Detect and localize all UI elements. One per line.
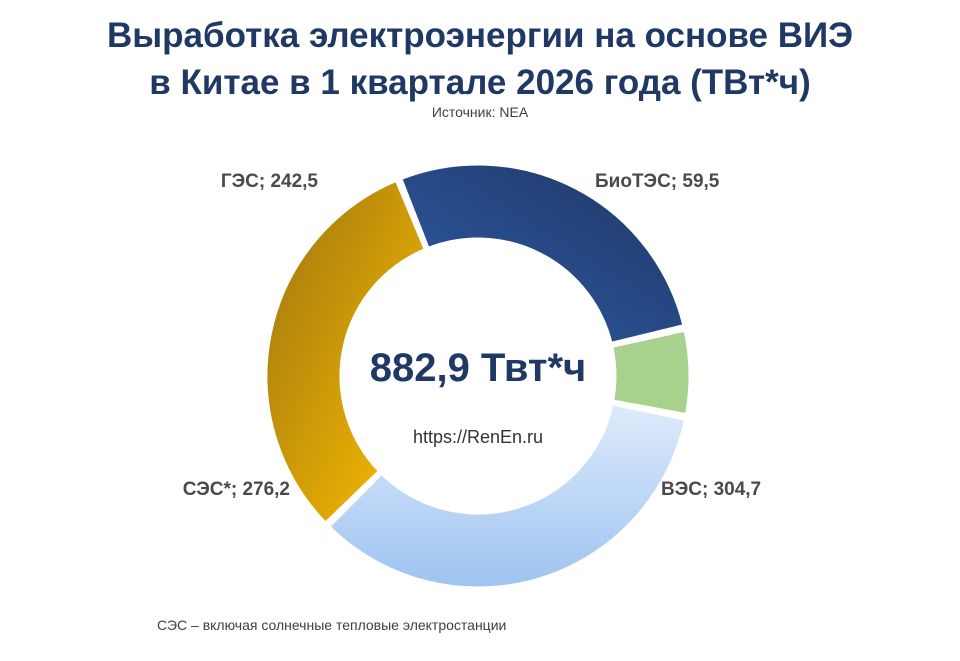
- center-total: 882,9 Твт*ч: [370, 346, 587, 390]
- title-line-2: в Китае в 1 квартале 2026 года (ТВт*ч): [149, 63, 811, 102]
- slice-label-3: ВЭС; 304,7: [661, 479, 761, 500]
- source-note: Источник: NEA: [431, 104, 529, 120]
- footnote: СЭС – включая солнечные тепловые электро…: [157, 617, 507, 633]
- slice-label-4: СЭС*; 276,2: [183, 479, 290, 500]
- chart-title: Выработка электроэнергии на основе ВИЭ в…: [0, 12, 960, 106]
- slices-group: [264, 162, 692, 590]
- title-line-1: Выработка электроэнергии на основе ВИЭ: [106, 16, 854, 55]
- slice-label-1: ГЭС; 242,5: [221, 171, 319, 192]
- slice-label-2: БиоТЭС; 59,5: [595, 171, 720, 192]
- slice-1: [398, 162, 686, 346]
- slice-4: [264, 178, 428, 526]
- labels-group: ГЭС; 242,5 БиоТЭС; 59,5 ВЭС; 304,7 СЭС*; 27…: [183, 171, 761, 500]
- slice-2: [609, 328, 692, 417]
- slice-3: [326, 402, 688, 590]
- center-site-url: https://RenEn.ru: [413, 427, 543, 447]
